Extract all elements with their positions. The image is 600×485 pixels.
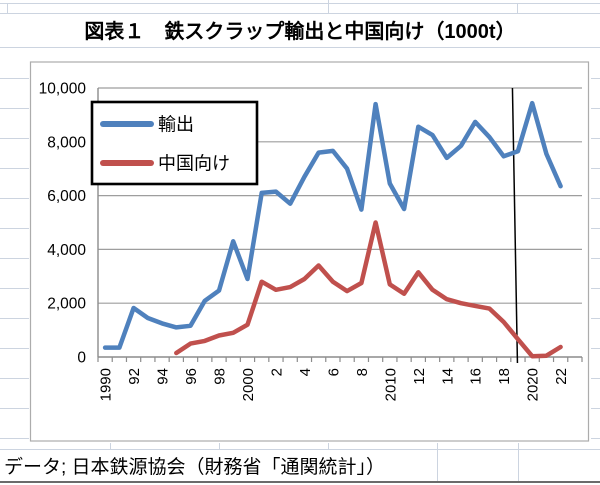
sheet-gridline [518,449,519,481]
data-source-cell[interactable]: データ; 日本鉄源協会（財務省「通関統計」） [4,457,386,478]
x-axis-label: 98 [212,368,229,385]
window-bottom-edge [0,481,600,483]
x-axis-label: 94 [155,368,172,385]
y-axis-label: 10,000 [39,81,87,98]
sheet-gridline [591,318,600,319]
sheet-gridline [0,378,29,379]
x-axis-label: 14 [439,368,456,385]
sheet-gridline [110,443,111,449]
sheet-gridline [328,443,329,449]
x-axis-label: 18 [496,368,513,385]
legend-box[interactable] [90,100,259,186]
sheet-gridline [591,168,600,169]
sheet-gridline [591,258,600,259]
sheet-gridline [0,138,29,139]
x-axis-label: 1990 [98,368,115,401]
x-axis-label: 22 [553,368,570,385]
sheet-gridline [591,348,600,349]
sheet-gridline [219,443,220,449]
x-axis-label: 16 [468,368,485,385]
sheet-gridline [0,258,29,259]
x-axis-label: 6 [325,368,342,376]
x-axis-label: 12 [411,368,428,385]
x-axis-label: 2020 [525,368,542,401]
sheet-gridline [591,138,600,139]
annotation-vertical-line[interactable] [511,87,519,364]
sheet-gridline [0,108,29,109]
sheet-gridline [0,228,29,229]
sheet-gridline [591,378,600,379]
x-axis-label: 2010 [382,368,399,401]
sheet-gridline [517,3,518,13]
x-axis-label: 8 [354,368,371,376]
sheet-gridline [0,449,600,450]
sheet-gridline [0,198,29,199]
sheet-gridline [0,78,29,79]
sheet-gridline [591,288,600,289]
sheet-gridline [0,438,29,439]
sheet-gridline [0,318,29,319]
sheet-gridline [0,288,29,289]
legend-label-exports: 輸出 [158,115,194,135]
sheet-gridline [518,443,519,449]
legend-label-china: 中国向け [158,154,230,174]
sheet-gridline [0,348,29,349]
sheet-gridline [437,449,438,481]
chart-object[interactable]: 0 2,000 4,000 6,000 8,000 10,000 1990 92 94 96 98 2… [0,0,600,450]
x-axis-label: 2000 [240,368,257,401]
y-axis-label: 2,000 [47,296,86,313]
sheet-gridline [0,47,600,48]
y-axis-label: 6,000 [47,188,86,205]
sheet-gridline [328,0,329,13]
sheet-gridline [0,3,600,4]
sheet-gridline [591,438,600,439]
sheet-gridline [591,228,600,229]
y-axis-label: 4,000 [47,242,86,259]
sheet-gridline [0,168,29,169]
sheet-gridline [591,108,600,109]
series-line-china[interactable] [174,220,563,359]
sheet-gridline [591,408,600,409]
sheet-gridline [591,198,600,199]
sheet-gridline [591,78,600,79]
sheet-gridline [7,3,8,13]
sheet-gridline [0,408,29,409]
y-axis-label: 8,000 [47,134,86,151]
series-line-exports[interactable] [102,100,563,350]
sheet-gridline [0,13,600,14]
y-axis-label: 0 [77,350,86,367]
x-axis-label: 96 [183,368,200,385]
x-axis-label: 2 [268,368,285,376]
chart-title-cell[interactable]: 図表１ 鉄スクラップ輸出と中国向け（1000t） [84,21,516,43]
x-axis-label: 4 [297,368,314,376]
x-axis-label: 92 [126,368,143,385]
sheet-gridline [437,443,438,449]
